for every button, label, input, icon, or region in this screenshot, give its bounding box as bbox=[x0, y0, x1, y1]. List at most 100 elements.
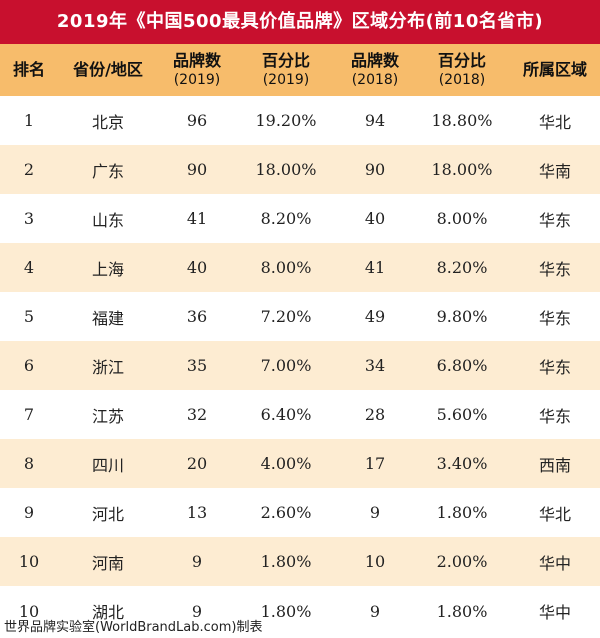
percent-2018-cell: 8.20% bbox=[436, 258, 488, 277]
brands-2018-cell: 9 bbox=[369, 503, 381, 522]
header-brands-2018: 品牌数 (2018) bbox=[336, 44, 414, 96]
percent-2018-cell: 6.80% bbox=[436, 356, 488, 375]
province-cell: 上海 bbox=[91, 259, 124, 279]
region-cell: 华南 bbox=[538, 161, 571, 181]
percent-2019-cell: 6.40% bbox=[260, 405, 312, 424]
header-label: 排名 bbox=[12, 60, 45, 79]
brands-2018-cell: 49 bbox=[364, 307, 386, 326]
province-cell: 四川 bbox=[91, 455, 124, 475]
brands-2019-cell: 35 bbox=[186, 356, 208, 375]
header-label: 省份/地区 bbox=[73, 60, 143, 79]
table-body: 1 北京 96 19.20% 94 18.80% 华北 2 广东 90 18.0… bbox=[0, 96, 600, 636]
percent-2019-cell: 8.20% bbox=[260, 209, 312, 228]
table-row: 9 河北 13 2.60% 9 1.80% 华北 bbox=[0, 488, 600, 537]
header-label: 百分比 bbox=[437, 51, 486, 70]
header-province: 省份/地区 bbox=[58, 44, 158, 96]
province-cell: 山东 bbox=[91, 210, 124, 230]
brands-2019-cell: 32 bbox=[186, 405, 208, 424]
header-label: 品牌数 bbox=[172, 51, 221, 70]
rank-cell: 8 bbox=[23, 454, 35, 473]
percent-2018-cell: 3.40% bbox=[436, 454, 488, 473]
region-cell: 华东 bbox=[538, 308, 571, 328]
brands-2018-cell: 17 bbox=[364, 454, 386, 473]
region-cell: 华北 bbox=[538, 504, 571, 524]
brands-2019-cell: 36 bbox=[186, 307, 208, 326]
province-cell: 福建 bbox=[91, 308, 124, 328]
region-cell: 华东 bbox=[538, 406, 571, 426]
table-row: 2 广东 90 18.00% 90 18.00% 华南 bbox=[0, 145, 600, 194]
percent-2019-cell: 1.80% bbox=[260, 552, 312, 571]
rank-cell: 4 bbox=[23, 258, 35, 277]
brands-2019-cell: 20 bbox=[186, 454, 208, 473]
brands-2019-cell: 40 bbox=[186, 258, 208, 277]
region-cell: 华东 bbox=[538, 259, 571, 279]
table-row: 10 湖北 9 1.80% 9 1.80% 华中 bbox=[0, 586, 600, 636]
percent-2019-cell: 8.00% bbox=[260, 258, 312, 277]
table-title: 2019年《中国500最具价值品牌》区域分布(前10名省市) bbox=[0, 0, 600, 44]
rank-cell: 3 bbox=[23, 209, 35, 228]
table-row: 5 福建 36 7.20% 49 9.80% 华东 bbox=[0, 292, 600, 341]
region-cell: 华北 bbox=[538, 112, 571, 132]
percent-2018-cell: 18.00% bbox=[431, 160, 493, 179]
header-label: 品牌数 bbox=[350, 51, 399, 70]
percent-2019-cell: 18.00% bbox=[255, 160, 317, 179]
header-label: 所属区域 bbox=[522, 60, 587, 79]
table-row: 10 河南 9 1.80% 10 2.00% 华中 bbox=[0, 537, 600, 586]
brands-2018-cell: 28 bbox=[364, 405, 386, 424]
table-row: 4 上海 40 8.00% 41 8.20% 华东 bbox=[0, 243, 600, 292]
header-region: 所属区域 bbox=[510, 44, 600, 96]
header-label: 百分比 bbox=[261, 51, 310, 70]
table-row: 7 江苏 32 6.40% 28 5.60% 华东 bbox=[0, 390, 600, 439]
brands-2018-cell: 41 bbox=[364, 258, 386, 277]
brands-2018-cell: 10 bbox=[364, 552, 386, 571]
brands-2018-cell: 90 bbox=[364, 160, 386, 179]
brands-2019-cell: 96 bbox=[186, 111, 208, 130]
table-row: 3 山东 41 8.20% 40 8.00% 华东 bbox=[0, 194, 600, 243]
header-brands-2019: 品牌数 (2019) bbox=[158, 44, 236, 96]
rank-cell: 6 bbox=[23, 356, 35, 375]
percent-2018-cell: 2.00% bbox=[436, 552, 488, 571]
percent-2019-cell: 1.80% bbox=[260, 601, 312, 621]
province-cell: 浙江 bbox=[91, 357, 124, 377]
region-cell: 华中 bbox=[538, 553, 571, 573]
header-year: (2019) bbox=[262, 72, 310, 88]
header-year: (2018) bbox=[351, 72, 399, 88]
rank-cell: 7 bbox=[23, 405, 35, 424]
rank-cell: 10 bbox=[18, 552, 40, 571]
table-row: 8 四川 20 4.00% 17 3.40% 西南 bbox=[0, 439, 600, 488]
source-note: 世界品牌实验室(WorldBrandLab.com)制表 bbox=[4, 620, 263, 635]
region-cell: 华中 bbox=[538, 603, 571, 622]
percent-2019-cell: 2.60% bbox=[260, 503, 312, 522]
province-cell: 广东 bbox=[91, 161, 124, 181]
brands-2019-cell: 41 bbox=[186, 209, 208, 228]
brands-2018-cell: 40 bbox=[364, 209, 386, 228]
percent-2018-cell: 1.80% bbox=[436, 503, 488, 522]
header-percent-2019: 百分比 (2019) bbox=[236, 44, 336, 96]
table-row: 6 浙江 35 7.00% 34 6.80% 华东 bbox=[0, 341, 600, 390]
table-row: 1 北京 96 19.20% 94 18.80% 华北 bbox=[0, 96, 600, 145]
header-year: (2019) bbox=[173, 72, 221, 88]
region-cell: 华东 bbox=[538, 210, 571, 230]
province-cell: 河南 bbox=[91, 553, 124, 573]
header-percent-2018: 百分比 (2018) bbox=[414, 44, 510, 96]
province-cell: 北京 bbox=[91, 112, 124, 132]
header-rank: 排名 bbox=[0, 44, 58, 96]
rank-cell: 10 bbox=[18, 601, 40, 621]
rank-cell: 2 bbox=[23, 160, 35, 179]
rank-cell: 1 bbox=[23, 111, 35, 130]
percent-2019-cell: 4.00% bbox=[260, 454, 312, 473]
brands-2019-cell: 90 bbox=[186, 160, 208, 179]
brands-2019-cell: 9 bbox=[191, 552, 203, 571]
percent-2018-cell: 18.80% bbox=[431, 111, 493, 130]
table-header: 排名 省份/地区 品牌数 (2019) 百分比 (2019) 品牌数 (2018… bbox=[0, 44, 600, 96]
header-year: (2018) bbox=[438, 72, 486, 88]
region-cell: 华东 bbox=[538, 357, 571, 377]
brands-2019-cell: 13 bbox=[186, 503, 208, 522]
province-cell: 湖北 bbox=[91, 603, 124, 622]
rank-cell: 5 bbox=[23, 307, 35, 326]
brands-2019-cell: 9 bbox=[191, 601, 203, 621]
percent-2019-cell: 19.20% bbox=[255, 111, 317, 130]
rank-cell: 9 bbox=[23, 503, 35, 522]
brands-2018-cell: 34 bbox=[364, 356, 386, 375]
percent-2019-cell: 7.20% bbox=[260, 307, 312, 326]
